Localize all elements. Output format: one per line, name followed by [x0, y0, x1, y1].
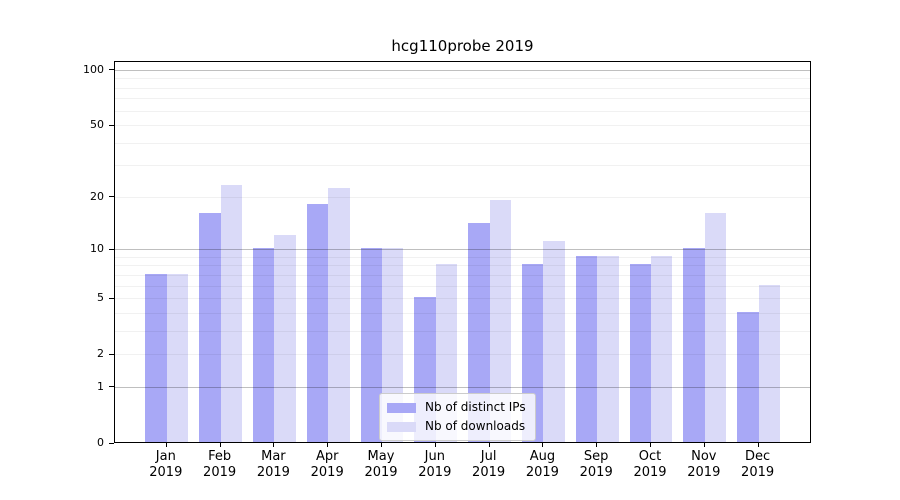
x-tick-mark — [650, 443, 651, 447]
y-tick-mark — [109, 248, 114, 250]
gridline-minor — [115, 354, 810, 356]
y-tick-mark — [109, 386, 114, 388]
x-tick-label: Jul 2019 — [472, 449, 506, 480]
y-tick-mark — [109, 353, 114, 355]
y-tick-label: 20 — [90, 189, 104, 203]
x-tick-label: Nov 2019 — [687, 449, 721, 480]
gridline-minor — [115, 312, 810, 314]
chart-title: hcg110probe 2019 — [391, 37, 534, 55]
x-tick-label: Jun 2019 — [418, 449, 452, 480]
gridline-minor — [115, 274, 810, 276]
gridline-major — [115, 386, 810, 388]
y-tick-mark — [109, 124, 114, 126]
bar-distinct-ips — [360, 248, 382, 442]
plot-area: Nb of distinct IPs Nb of downloads — [114, 61, 811, 443]
x-tick-label: May 2019 — [364, 449, 398, 480]
x-tick-mark — [381, 443, 382, 447]
gridline-minor — [115, 330, 810, 332]
x-tick-label: Dec 2019 — [741, 449, 775, 480]
bar-distinct-ips — [737, 311, 759, 442]
bar-distinct-ips — [253, 248, 275, 442]
y-tick-label: 5 — [97, 291, 104, 305]
x-tick-mark — [596, 443, 598, 447]
bar-downloads — [274, 234, 296, 442]
bar-downloads — [489, 199, 511, 442]
gridline-major — [115, 249, 810, 251]
bar-distinct-ips — [468, 223, 490, 442]
bar-downloads — [758, 284, 780, 442]
x-tick-label: Oct 2019 — [633, 449, 667, 480]
bar-downloads — [651, 255, 673, 442]
y-tick-label: 100 — [83, 62, 104, 76]
gridline-minor — [115, 265, 810, 267]
y-tick-label: 0 — [97, 436, 104, 449]
x-tick-label: Aug 2019 — [525, 449, 559, 480]
bar-distinct-ips — [575, 255, 598, 442]
gridline-minor — [115, 165, 810, 167]
bar-downloads — [543, 241, 565, 442]
x-tick-label: Feb 2019 — [203, 449, 237, 480]
x-tick-label: Apr 2019 — [310, 449, 344, 480]
gridline-minor — [115, 78, 810, 80]
gridline-minor — [115, 256, 810, 258]
bar-distinct-ips — [145, 273, 167, 442]
gridline-minor — [115, 196, 810, 198]
bar-downloads — [328, 188, 350, 442]
legend-label: Nb of downloads — [425, 419, 526, 433]
y-tick-label: 1 — [97, 379, 104, 393]
y-tick-label: 50 — [90, 118, 104, 132]
bar-downloads — [704, 212, 727, 442]
legend-label: Nb of distinct IPs — [425, 400, 526, 414]
bar-downloads — [220, 185, 242, 442]
x-tick-mark — [488, 443, 490, 447]
y-tick-mark — [109, 442, 114, 444]
y-tick-mark — [109, 69, 114, 71]
gridline-minor — [115, 98, 810, 100]
gridline-minor — [115, 298, 810, 300]
bar-distinct-ips — [199, 212, 221, 442]
bar-downloads — [166, 273, 189, 442]
gridline-minor — [115, 110, 810, 112]
x-tick-mark — [165, 443, 167, 447]
y-tick-mark — [109, 196, 114, 198]
bar-downloads — [597, 255, 619, 442]
x-tick-mark — [219, 443, 221, 447]
x-tick-label: Mar 2019 — [256, 449, 290, 480]
gridline-major — [115, 69, 810, 71]
legend-item-distinct-ips: Nb of distinct IPs — [387, 399, 526, 416]
legend-item-downloads: Nb of downloads — [387, 418, 526, 435]
x-tick-mark — [327, 443, 329, 447]
y-tick-mark — [109, 297, 114, 299]
x-tick-label: Jan 2019 — [149, 449, 183, 480]
bar-distinct-ips — [683, 248, 705, 442]
x-tick-mark — [434, 443, 436, 447]
y-tick-label: 2 — [97, 347, 104, 361]
legend: Nb of distinct IPs Nb of downloads — [379, 393, 536, 441]
x-tick-label: Sep 2019 — [579, 449, 613, 480]
bar-distinct-ips — [629, 264, 651, 442]
gridline-minor — [115, 87, 810, 89]
legend-swatch-downloads — [387, 421, 416, 432]
x-tick-mark — [757, 443, 759, 447]
legend-swatch-distinct-ips — [387, 402, 416, 413]
x-tick-mark — [703, 443, 705, 447]
x-tick-mark — [542, 443, 544, 447]
gridline-minor — [115, 285, 810, 287]
gridline-minor — [115, 142, 810, 144]
x-tick-mark — [273, 443, 275, 447]
y-tick-label: 10 — [90, 242, 104, 256]
gridline-minor — [115, 125, 810, 127]
bar-distinct-ips — [306, 203, 329, 442]
